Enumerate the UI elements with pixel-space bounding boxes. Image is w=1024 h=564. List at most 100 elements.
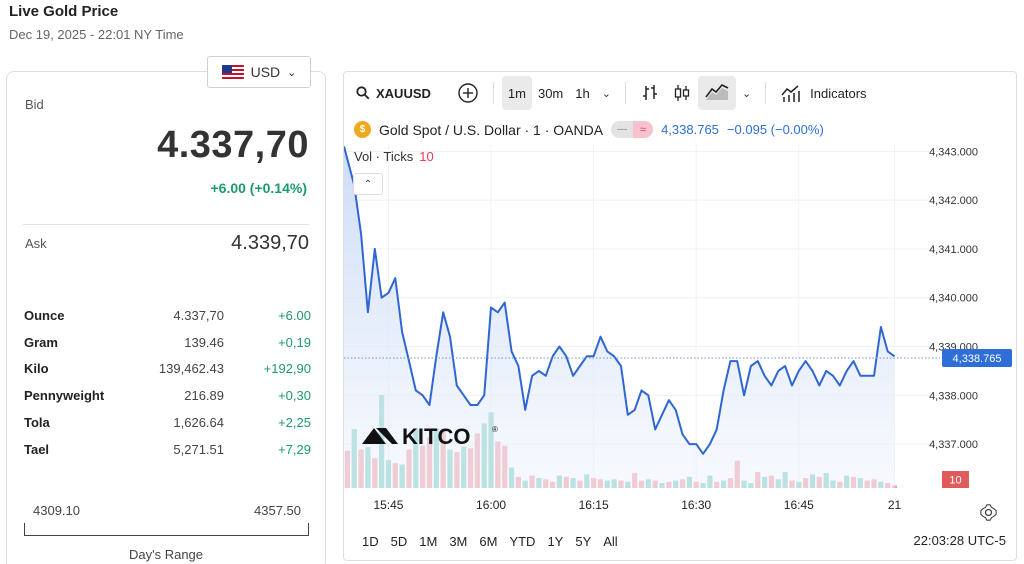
chart-panel: XAUUSD 1m 30m 1h ⌄ ⌄ — [343, 71, 1017, 561]
volume-legend: Vol · Ticks 10 — [354, 149, 434, 164]
quote-panel: Bid 4.337,70 +6.00 (+0.14%) Ask 4.339,70… — [6, 71, 326, 564]
toolbar-separator — [624, 82, 626, 104]
unit-row: Ounce 4.337,70 +6.00 — [24, 302, 311, 329]
volume-value: 10 — [419, 149, 434, 164]
unit-row: Pennyweight 216.89 +0,30 — [24, 382, 311, 409]
settings-icon[interactable] — [980, 504, 997, 521]
volume-bar — [891, 485, 898, 488]
unit-change: +7,29 — [278, 441, 311, 457]
indicators-icon — [781, 85, 800, 102]
interval-dropdown[interactable]: ⌄ — [596, 76, 617, 110]
x-tick-label: 16:45 — [784, 498, 814, 512]
page-subtitle: Dec 19, 2025 - 22:01 NY Time — [9, 27, 184, 42]
symbol-label: XAUUSD — [376, 85, 431, 101]
chevron-down-icon: ⌄ — [287, 66, 297, 79]
range-3m[interactable]: 3M — [449, 533, 468, 549]
volume-label: Vol · Ticks — [354, 149, 414, 164]
interval-1h[interactable]: 1h — [575, 85, 590, 101]
currency-value: USD — [250, 64, 281, 80]
area-chart-button[interactable] — [697, 76, 736, 110]
y-tick-label: 4,340.000 — [929, 293, 978, 305]
bid-label: Bid — [25, 97, 44, 112]
currency-select[interactable]: USD ⌄ — [207, 56, 311, 88]
divider — [23, 224, 309, 225]
chevron-down-icon: ⌄ — [601, 87, 611, 100]
unit-price: 5,271.51 — [173, 441, 224, 457]
page-title: Live Gold Price — [9, 3, 119, 20]
unit-price-list: Ounce 4.337,70 +6.00 Gram 139.46 +0,19 K… — [24, 302, 311, 463]
unit-change: +0,30 — [278, 388, 311, 404]
bid-price: 4.337,70 — [157, 124, 309, 166]
svg-text:®: ® — [492, 425, 498, 434]
days-range-label: Day's Range — [128, 547, 204, 562]
kitco-wordmark: KITCO — [402, 424, 470, 449]
unit-name: Pennyweight — [24, 388, 105, 404]
last-price-label: 4,338.765 — [953, 353, 1002, 365]
price-chart[interactable]: 4,343.000 4,342.000 4,341.000 4,340.000 4,33… — [344, 72, 1018, 562]
x-tick-label: 16:30 — [681, 498, 711, 512]
legend-pill[interactable]: — ≈ — [611, 121, 654, 138]
minus-icon: — — [611, 121, 634, 138]
unit-change: +2,25 — [278, 415, 311, 431]
unit-row: Tael 5,271.51 +7,29 — [24, 436, 311, 463]
bid-change: +6.00 (+0.14%) — [210, 180, 307, 196]
y-tick-label: 4,342.000 — [929, 195, 978, 207]
candles-button[interactable] — [666, 76, 698, 110]
y-tick-label: 4,341.000 — [929, 244, 978, 256]
range-ytd[interactable]: YTD — [509, 533, 536, 549]
indicators-label: Indicators — [810, 85, 867, 101]
gold-coin-icon: $ — [354, 121, 371, 138]
days-range-high: 4357.50 — [254, 503, 301, 518]
unit-name: Tola — [24, 415, 50, 431]
range-all[interactable]: All — [603, 533, 618, 549]
range-1y[interactable]: 1Y — [547, 533, 564, 549]
ohlc-bars-icon — [642, 85, 657, 100]
price-area — [344, 146, 895, 488]
range-6m[interactable]: 6M — [479, 533, 498, 549]
unit-price: 139.46 — [184, 334, 224, 350]
legend-price: 4,338.765 — [661, 122, 719, 137]
unit-row: Tola 1,626.64 +2,25 — [24, 409, 311, 436]
interval-30m[interactable]: 30m — [537, 85, 564, 101]
chevron-down-icon: ⌄ — [741, 87, 752, 100]
volume-badge — [942, 471, 969, 488]
interval-1m[interactable]: 1m — [501, 76, 532, 110]
range-5d[interactable]: 5D — [390, 533, 408, 549]
unit-row: Gram 139.46 +0,19 — [24, 329, 311, 356]
bars-button[interactable] — [634, 76, 666, 110]
last-price-badge — [942, 348, 1012, 367]
collapse-button[interactable]: ⌃ — [353, 173, 383, 195]
unit-name: Kilo — [24, 361, 49, 377]
range-5y[interactable]: 5Y — [575, 533, 592, 549]
x-tick-label: 16:15 — [579, 498, 609, 512]
legend-delta: −0.095 (−0.00%) — [726, 122, 824, 137]
approx-icon: ≈ — [633, 121, 654, 138]
symbol-search[interactable]: XAUUSD — [356, 86, 431, 101]
y-tick-label: 4,337.000 — [929, 439, 978, 451]
legend-title: Gold Spot / U.S. Dollar · 1 · OANDA — [379, 121, 604, 138]
x-tick-label: 16:00 — [476, 498, 506, 512]
unit-change: +6.00 — [278, 307, 311, 323]
chart-legend: $ Gold Spot / U.S. Dollar · 1 · OANDA — … — [354, 121, 824, 138]
clock[interactable]: 22:03:28 UTC-5 — [913, 533, 1007, 548]
candlestick-icon — [674, 85, 690, 101]
indicators-button[interactable]: Indicators — [774, 83, 872, 103]
unit-name: Gram — [24, 334, 58, 350]
range-1m[interactable]: 1M — [419, 533, 438, 549]
days-range-bar — [24, 523, 309, 536]
unit-change: +192,90 — [263, 361, 311, 377]
time-range-bar: 1D 5D 1M 3M 6M YTD 1Y 5Y All — [356, 530, 624, 552]
us-flag-icon — [221, 65, 244, 79]
chevron-up-icon: ⌃ — [363, 178, 373, 190]
compare-button[interactable] — [451, 76, 485, 110]
y-tick-label: 4,343.000 — [929, 146, 978, 158]
range-1d[interactable]: 1D — [362, 533, 379, 549]
unit-change: +0,19 — [278, 334, 311, 350]
kitco-logo: KITCO ® — [362, 424, 498, 449]
x-tick-label: 21 — [888, 498, 902, 512]
toolbar-separator — [492, 82, 494, 104]
unit-row: Kilo 139,462.43 +192,90 — [24, 356, 311, 383]
chart-type-dropdown[interactable]: ⌄ — [736, 76, 757, 110]
plus-circle-icon — [458, 83, 478, 103]
